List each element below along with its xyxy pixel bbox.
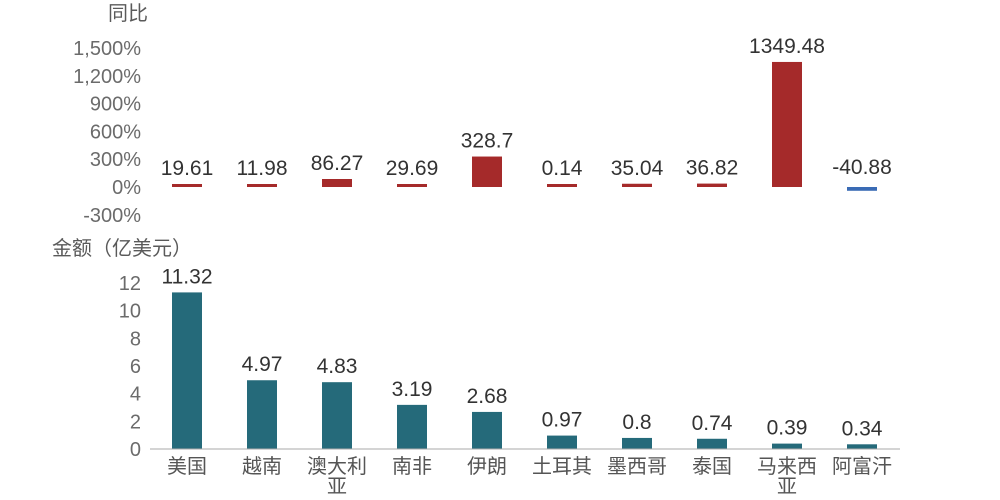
- bottom-bar: [772, 443, 802, 449]
- x-category-label: 马来西: [757, 455, 817, 478]
- top-bar: [697, 183, 727, 187]
- top-data-label: 35.04: [611, 157, 664, 180]
- bottom-bars: [172, 292, 877, 449]
- top-bar: [397, 184, 427, 187]
- x-category-label: 亚: [327, 476, 347, 498]
- top-y-axis-title: 同比: [108, 2, 148, 25]
- x-category-label: 亚: [777, 476, 797, 498]
- top-y-tick-label: -300%: [83, 205, 141, 227]
- top-bar: [547, 184, 577, 187]
- top-y-tick-label: 300%: [90, 149, 141, 171]
- top-bar: [247, 184, 277, 187]
- x-category-label: 南非: [392, 455, 432, 478]
- top-data-label: 86.27: [311, 152, 364, 175]
- bottom-y-tick-label: 2: [130, 411, 141, 433]
- top-y-tick-label: 0%: [112, 177, 141, 199]
- bottom-data-labels: 11.32 4.97 4.83 3.19 2.68 0.97 0.8 0.74 0.39 0.34: [162, 265, 883, 440]
- bottom-data-label: 0.8: [622, 411, 651, 434]
- top-data-label: 328.7: [461, 130, 514, 153]
- bottom-y-tick-label: 10: [119, 301, 141, 323]
- top-bar: [472, 156, 502, 187]
- top-y-tick-label: 1,200%: [73, 66, 141, 88]
- x-category-label: 伊朗: [467, 455, 507, 478]
- top-y-tick-label: 900%: [90, 94, 141, 116]
- top-data-label: 29.69: [386, 157, 439, 180]
- bottom-y-tick-label: 12: [119, 273, 141, 295]
- top-data-labels: 19.61 11.98 86.27 29.69 328.7 0.14 35.04 36.82 1…: [161, 35, 892, 180]
- bottom-y-tick-label: 4: [130, 384, 141, 406]
- top-bar: [772, 61, 802, 188]
- bottom-bar: [472, 411, 502, 449]
- bottom-data-label: 4.97: [242, 353, 283, 376]
- top-data-label: 0.14: [542, 157, 583, 180]
- bottom-bar: [622, 437, 652, 449]
- bottom-y-tick-label: 0: [130, 439, 141, 461]
- top-bar: [322, 179, 352, 187]
- bottom-bar: [697, 438, 727, 449]
- x-category-label: 土耳其: [532, 455, 592, 478]
- bottom-data-label: 2.68: [467, 385, 508, 408]
- top-y-tick-label: 600%: [90, 121, 141, 143]
- bottom-bar: [172, 292, 202, 449]
- top-data-label: 1349.48: [749, 35, 825, 58]
- bottom-y-axis-title: 金额（亿美元）: [52, 237, 192, 260]
- top-data-label: 19.61: [161, 157, 214, 180]
- top-chart: 同比 1,500% 1,200% 900% 600% 300% 0% -300% 19.61…: [73, 2, 892, 227]
- bottom-y-ticks: 12 10 8 6 4 2 0: [119, 273, 141, 461]
- bottom-bar: [247, 380, 277, 449]
- bottom-y-tick-label: 8: [130, 328, 141, 350]
- bottom-data-label: 0.74: [692, 412, 733, 435]
- x-category-label: 越南: [242, 455, 282, 478]
- top-bar: [847, 187, 877, 191]
- bottom-data-label: 0.97: [542, 409, 583, 432]
- x-category-label: 墨西哥: [607, 456, 667, 478]
- top-data-label: 11.98: [237, 157, 288, 180]
- top-bar: [622, 183, 652, 187]
- bottom-bar: [847, 444, 877, 449]
- top-y-tick-label: 1,500%: [73, 38, 141, 60]
- x-category-label: 澳大利: [307, 455, 367, 478]
- bottom-bar: [397, 404, 427, 449]
- bottom-data-label: 0.39: [767, 417, 808, 440]
- top-bar: [172, 184, 202, 187]
- bottom-data-label: 11.32: [162, 265, 213, 288]
- top-bars: [172, 61, 877, 191]
- bottom-data-label: 4.83: [317, 355, 358, 378]
- bottom-chart: 金额（亿美元） 12 10 8 6 4 2 0 11.32 4.97 4.83 3.19 2.68 0…: [52, 237, 900, 498]
- x-category-label: 美国: [167, 455, 207, 478]
- x-category-label: 阿富汗: [832, 455, 892, 478]
- top-y-ticks: 1,500% 1,200% 900% 600% 300% 0% -300%: [73, 38, 141, 227]
- bottom-data-label: 0.34: [842, 417, 883, 440]
- top-data-label: 36.82: [686, 157, 739, 180]
- bottom-data-label: 3.19: [392, 378, 433, 401]
- x-category-label: 泰国: [692, 455, 732, 478]
- bottom-y-tick-label: 6: [130, 356, 141, 378]
- top-data-label: -40.88: [832, 156, 892, 179]
- bottom-bar: [547, 435, 577, 449]
- bottom-bar: [322, 382, 352, 449]
